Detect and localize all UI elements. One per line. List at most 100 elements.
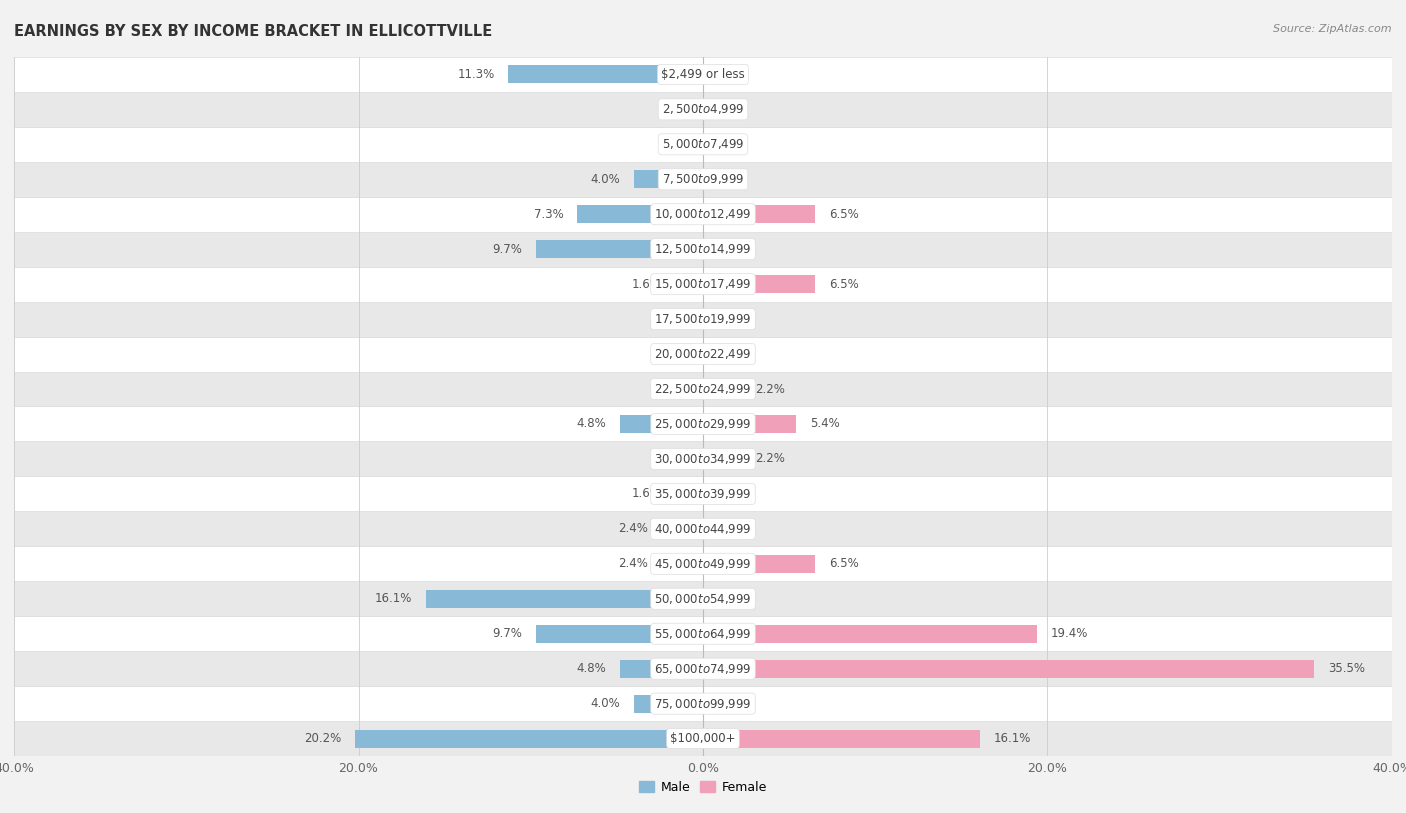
Bar <box>536 240 703 259</box>
Text: $12,500 to $14,999: $12,500 to $14,999 <box>654 242 752 256</box>
Text: 0.0%: 0.0% <box>717 523 747 535</box>
Text: 0.0%: 0.0% <box>717 103 747 115</box>
Text: 0.0%: 0.0% <box>717 313 747 325</box>
Text: $40,000 to $44,999: $40,000 to $44,999 <box>654 522 752 536</box>
Text: Source: ZipAtlas.com: Source: ZipAtlas.com <box>1274 24 1392 34</box>
Text: $100,000+: $100,000+ <box>671 733 735 745</box>
Text: 1.6%: 1.6% <box>631 278 662 290</box>
Text: $65,000 to $74,999: $65,000 to $74,999 <box>654 662 752 676</box>
Legend: Male, Female: Male, Female <box>634 776 772 799</box>
Bar <box>703 659 1315 678</box>
Text: 5.4%: 5.4% <box>810 418 839 430</box>
Bar <box>634 694 703 713</box>
Text: 0.0%: 0.0% <box>717 698 747 710</box>
Bar <box>703 729 980 748</box>
Text: 0.0%: 0.0% <box>717 348 747 360</box>
Text: 7.3%: 7.3% <box>534 208 564 220</box>
Text: $25,000 to $29,999: $25,000 to $29,999 <box>654 417 752 431</box>
FancyBboxPatch shape <box>14 372 1392 406</box>
Text: 1.6%: 1.6% <box>631 488 662 500</box>
FancyBboxPatch shape <box>14 476 1392 511</box>
Text: 0.0%: 0.0% <box>717 173 747 185</box>
Text: $2,499 or less: $2,499 or less <box>661 68 745 80</box>
Text: 0.0%: 0.0% <box>717 138 747 150</box>
Text: $20,000 to $22,499: $20,000 to $22,499 <box>654 347 752 361</box>
Bar <box>509 65 703 84</box>
FancyBboxPatch shape <box>14 686 1392 721</box>
Text: $35,000 to $39,999: $35,000 to $39,999 <box>654 487 752 501</box>
Text: 4.0%: 4.0% <box>591 173 620 185</box>
FancyBboxPatch shape <box>14 267 1392 302</box>
Text: 11.3%: 11.3% <box>457 68 495 80</box>
FancyBboxPatch shape <box>14 302 1392 337</box>
FancyBboxPatch shape <box>14 546 1392 581</box>
FancyBboxPatch shape <box>14 581 1392 616</box>
Text: $10,000 to $12,499: $10,000 to $12,499 <box>654 207 752 221</box>
Bar <box>675 275 703 293</box>
Text: 2.4%: 2.4% <box>619 558 648 570</box>
FancyBboxPatch shape <box>14 337 1392 372</box>
Text: 0.0%: 0.0% <box>717 68 747 80</box>
Text: $15,000 to $17,499: $15,000 to $17,499 <box>654 277 752 291</box>
Text: 0.0%: 0.0% <box>659 453 689 465</box>
FancyBboxPatch shape <box>14 57 1392 92</box>
FancyBboxPatch shape <box>14 651 1392 686</box>
Text: $75,000 to $99,999: $75,000 to $99,999 <box>654 697 752 711</box>
Bar <box>356 729 703 748</box>
FancyBboxPatch shape <box>14 232 1392 267</box>
Text: $2,500 to $4,999: $2,500 to $4,999 <box>662 102 744 116</box>
Text: 6.5%: 6.5% <box>828 278 859 290</box>
Text: 6.5%: 6.5% <box>828 208 859 220</box>
Bar <box>634 170 703 189</box>
Bar <box>578 205 703 224</box>
FancyBboxPatch shape <box>14 441 1392 476</box>
Bar <box>620 415 703 433</box>
Bar <box>703 275 815 293</box>
Bar <box>620 659 703 678</box>
Text: $22,500 to $24,999: $22,500 to $24,999 <box>654 382 752 396</box>
Bar <box>675 485 703 503</box>
Text: 0.0%: 0.0% <box>659 103 689 115</box>
Text: $45,000 to $49,999: $45,000 to $49,999 <box>654 557 752 571</box>
Text: 4.0%: 4.0% <box>591 698 620 710</box>
FancyBboxPatch shape <box>14 127 1392 162</box>
Text: 0.0%: 0.0% <box>659 383 689 395</box>
Text: $55,000 to $64,999: $55,000 to $64,999 <box>654 627 752 641</box>
Text: 9.7%: 9.7% <box>492 243 522 255</box>
FancyBboxPatch shape <box>14 162 1392 197</box>
Bar <box>662 520 703 538</box>
Text: 4.8%: 4.8% <box>576 418 606 430</box>
FancyBboxPatch shape <box>14 511 1392 546</box>
Text: 2.2%: 2.2% <box>755 383 785 395</box>
Text: 0.0%: 0.0% <box>659 138 689 150</box>
Text: EARNINGS BY SEX BY INCOME BRACKET IN ELLICOTTVILLE: EARNINGS BY SEX BY INCOME BRACKET IN ELL… <box>14 24 492 39</box>
FancyBboxPatch shape <box>14 721 1392 756</box>
Text: 19.4%: 19.4% <box>1050 628 1088 640</box>
Bar <box>703 380 741 398</box>
FancyBboxPatch shape <box>14 616 1392 651</box>
Text: 2.4%: 2.4% <box>619 523 648 535</box>
FancyBboxPatch shape <box>14 92 1392 127</box>
Text: 6.5%: 6.5% <box>828 558 859 570</box>
Bar <box>703 554 815 573</box>
Text: $17,500 to $19,999: $17,500 to $19,999 <box>654 312 752 326</box>
Text: $7,500 to $9,999: $7,500 to $9,999 <box>662 172 744 186</box>
Text: 35.5%: 35.5% <box>1329 663 1365 675</box>
Text: 4.8%: 4.8% <box>576 663 606 675</box>
Text: 16.1%: 16.1% <box>374 593 412 605</box>
Text: $30,000 to $34,999: $30,000 to $34,999 <box>654 452 752 466</box>
Text: 16.1%: 16.1% <box>994 733 1032 745</box>
Text: 0.0%: 0.0% <box>717 593 747 605</box>
Text: 0.0%: 0.0% <box>717 243 747 255</box>
Text: 0.0%: 0.0% <box>717 488 747 500</box>
Text: $50,000 to $54,999: $50,000 to $54,999 <box>654 592 752 606</box>
Bar <box>703 450 741 468</box>
FancyBboxPatch shape <box>14 197 1392 232</box>
Bar <box>703 624 1038 643</box>
Bar <box>703 415 796 433</box>
Text: 20.2%: 20.2% <box>304 733 342 745</box>
FancyBboxPatch shape <box>14 406 1392 441</box>
Text: 9.7%: 9.7% <box>492 628 522 640</box>
Bar <box>536 624 703 643</box>
Bar <box>426 589 703 608</box>
